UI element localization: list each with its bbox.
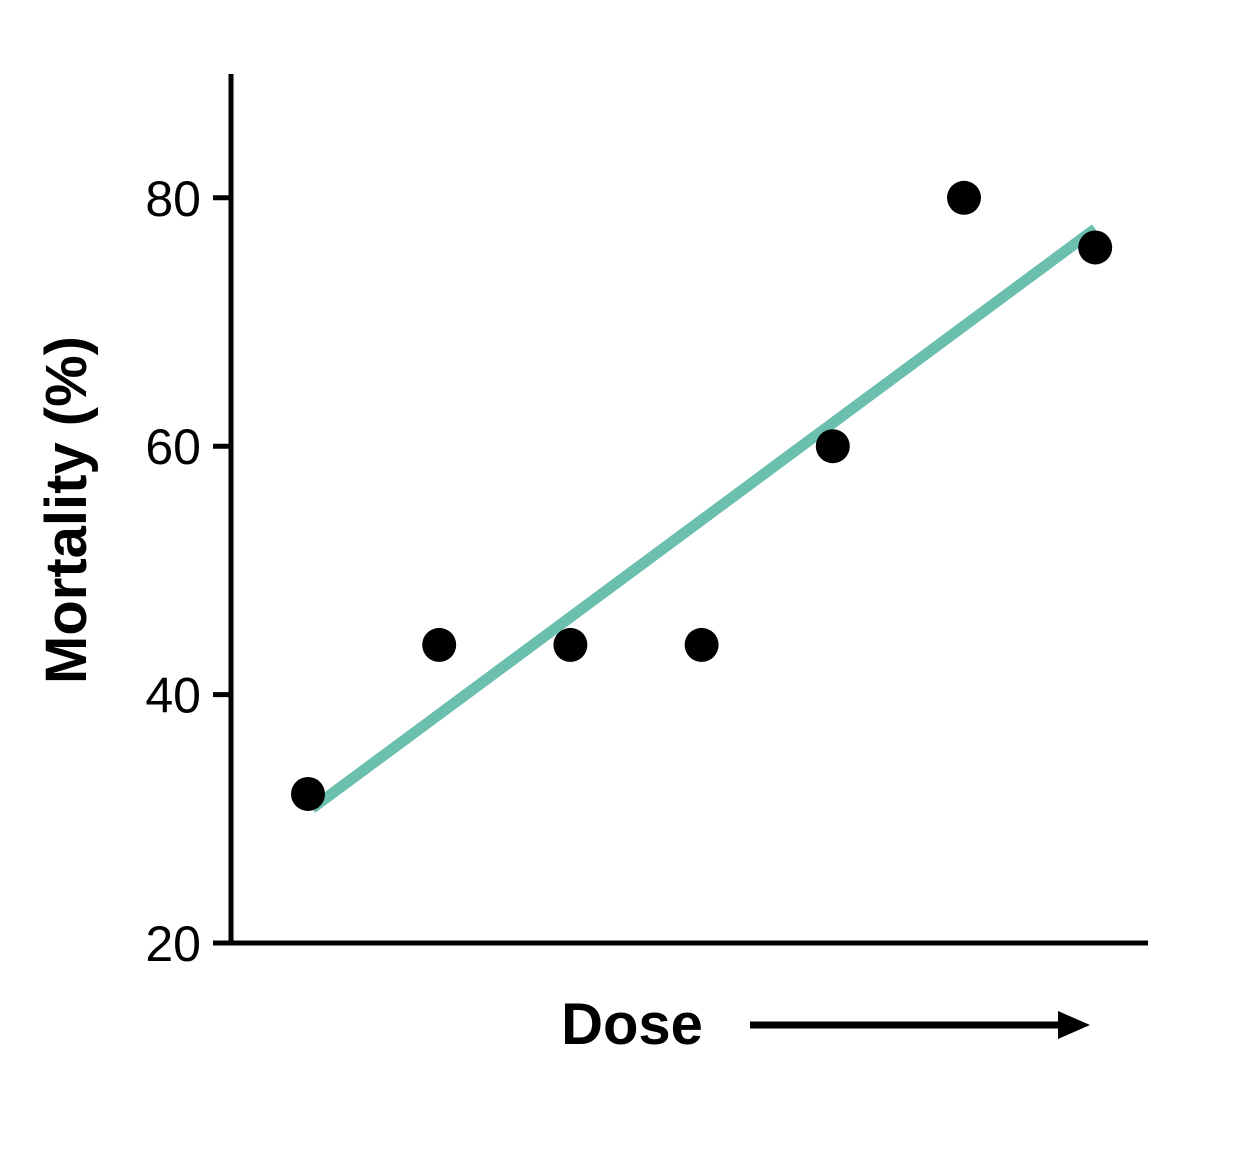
y-tick-label: 20 (145, 916, 201, 972)
data-point (1078, 230, 1113, 265)
x-direction-arrow (750, 1011, 1090, 1039)
y-axis-ticks: 20 40 60 80 (145, 171, 231, 972)
y-tick-label: 60 (145, 419, 201, 475)
data-point (291, 776, 325, 811)
data-point (947, 180, 981, 215)
data-points (291, 180, 1113, 811)
y-tick-label: 80 (145, 171, 201, 227)
trend-line (308, 224, 1099, 813)
x-axis-title: Dose (561, 992, 703, 1057)
data-point (684, 627, 719, 662)
data-point (553, 627, 588, 662)
data-point (422, 627, 457, 662)
y-axis-title: Mortality (%) (34, 336, 99, 684)
data-point (815, 429, 850, 464)
y-tick-label: 40 (145, 668, 201, 724)
